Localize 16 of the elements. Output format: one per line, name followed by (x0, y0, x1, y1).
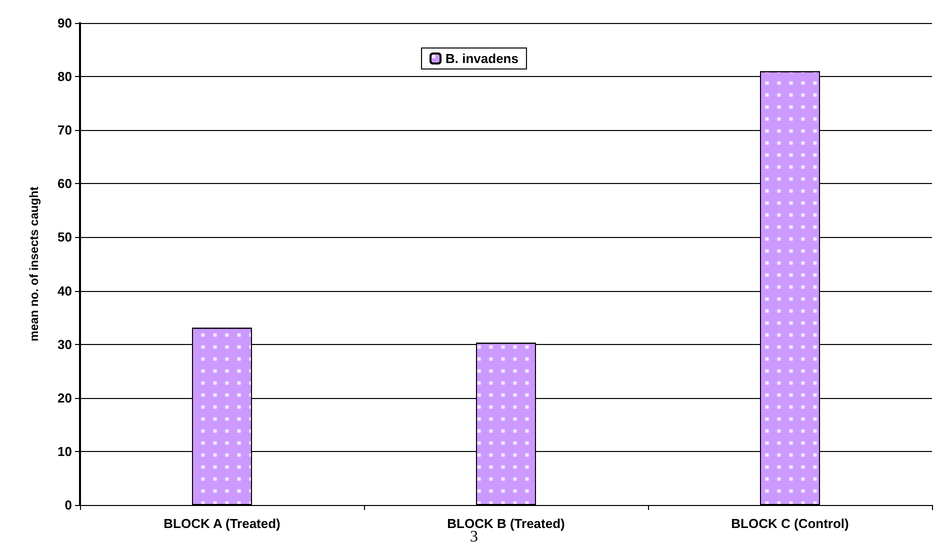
y-tick-label: 50 (58, 230, 72, 245)
x-tick-label: BLOCK C (Control) (731, 516, 849, 531)
y-tick-label: 0 (64, 498, 72, 512)
y-tick-label: 40 (58, 283, 72, 298)
y-tick-label: 90 (58, 16, 72, 30)
x-tick-label: BLOCK A (Treated) (164, 516, 280, 531)
legend-label: B. invadens (446, 51, 518, 66)
y-axis-title: mean no. of insects caught (27, 186, 41, 342)
y-tick-label: 70 (58, 122, 72, 138)
y-tick-label: 10 (58, 444, 72, 459)
y-tick-label: 80 (58, 69, 72, 84)
y-tick-label: 60 (58, 176, 72, 192)
x-tick-label: BLOCK B (Treated) (447, 516, 565, 531)
text: 3 (470, 528, 478, 546)
y-tick-label: 30 (58, 336, 72, 352)
y-tick-label: 20 (58, 390, 72, 406)
